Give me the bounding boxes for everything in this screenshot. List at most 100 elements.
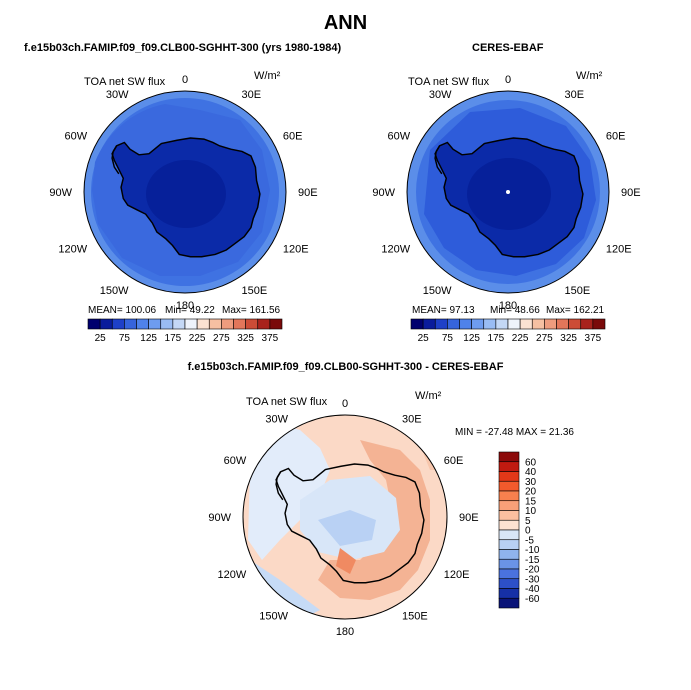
colorbar-tick-label: 0 [525, 526, 531, 537]
longitude-label: 60E [606, 131, 626, 143]
longitude-label: 150E [402, 611, 428, 623]
colorbar-tick-label: 375 [262, 333, 279, 344]
colorbar-tick-label: 275 [213, 333, 230, 344]
longitude-label: 120W [218, 569, 247, 581]
colorbar-swatch [257, 318, 271, 330]
colorbar-swatch [498, 529, 520, 541]
colorbar-model: 25 75 125 175 225 275 325 375 [87, 318, 283, 344]
colorbar-tick-label: 375 [585, 333, 602, 344]
longitude-label: 30E [565, 89, 585, 101]
longitude-label: 60E [283, 131, 303, 143]
longitude-label: 150E [565, 285, 591, 297]
colorbar-tick-label: -40 [525, 584, 540, 595]
longitude-label: 90E [459, 512, 479, 524]
colorbar-swatch [136, 318, 149, 330]
map-diff [242, 414, 448, 620]
colorbar-swatch [459, 318, 472, 330]
colorbar-swatch [498, 568, 520, 580]
colorbar-obs: 25 75 125 175 225 275 325 375 [410, 318, 606, 344]
panel-model-mean: MEAN= 100.06 [88, 305, 157, 316]
colorbar-swatch [208, 318, 222, 330]
figure-title: ANN [323, 12, 368, 34]
colorbar-swatch [172, 318, 186, 330]
panel-model-min: Min= 49.22 [165, 305, 215, 316]
colorbar-tick-label: 175 [488, 333, 505, 344]
colorbar-swatch [269, 318, 283, 330]
longitude-label: 150E [242, 285, 268, 297]
colorbar-swatch [498, 558, 520, 570]
colorbar-swatch [498, 461, 520, 472]
longitude-label: 60E [444, 455, 464, 467]
colorbar-swatch [498, 549, 520, 560]
colorbar-swatch [498, 451, 520, 463]
colorbar-swatch [531, 318, 545, 330]
colorbar-swatch [498, 510, 520, 521]
colorbar-swatch [495, 318, 509, 330]
longitude-label: 30W [106, 89, 129, 101]
panel-obs-heading: CERES-EBAF [472, 42, 544, 54]
longitude-label: 150W [100, 285, 129, 297]
colorbar-tick-label: -5 [525, 535, 534, 546]
colorbar-swatch [148, 318, 162, 330]
longitude-label: 150W [259, 611, 288, 623]
panel-obs-min: Min= 48.66 [490, 305, 540, 316]
colorbar-tick-label: -30 [525, 574, 540, 585]
colorbar-tick-label: -20 [525, 565, 540, 576]
colorbar-swatch [434, 318, 448, 330]
longitude-label: 120E [606, 244, 632, 256]
colorbar-tick-label: 125 [463, 333, 480, 344]
colorbar-swatch [184, 318, 198, 330]
longitude-label: 120W [381, 244, 410, 256]
colorbar-swatch [233, 318, 246, 330]
colorbar-swatch [519, 318, 533, 330]
map-obs [406, 90, 610, 294]
colorbar-tick-label: 15 [525, 496, 537, 507]
map-model [83, 90, 287, 294]
colorbar-swatch [498, 597, 520, 609]
colorbar-tick-label: 20 [525, 487, 537, 498]
longitude-label: 60W [224, 455, 247, 467]
colorbar-tick-label: 60 [525, 457, 537, 468]
colorbar-swatch [580, 318, 594, 330]
panel-model-heading: f.e15b03ch.FAMIP.f09_f09.CLB00-SGHHT-300… [24, 42, 342, 54]
colorbar-tick-label: 225 [512, 333, 529, 344]
colorbar-tick-label: 25 [418, 333, 430, 344]
colorbar-swatch [498, 490, 520, 502]
colorbar-tick-label: -10 [525, 545, 540, 556]
longitude-label: 30E [242, 89, 262, 101]
longitude-label: 0 [342, 398, 348, 410]
longitude-label: 90W [208, 512, 231, 524]
colorbar-tick-label: 5 [525, 516, 531, 527]
colorbar-swatch [498, 588, 520, 599]
colorbar-swatch [544, 318, 557, 330]
panel-diff-heading: f.e15b03ch.FAMIP.f09_f09.CLB00-SGHHT-300… [187, 361, 504, 373]
longitude-label: 90E [621, 187, 641, 199]
colorbar-tick-label: 275 [536, 333, 553, 344]
longitude-label: 0 [505, 74, 511, 86]
colorbar-tick-label: 225 [189, 333, 206, 344]
longitude-label: 0 [182, 74, 188, 86]
colorbar-swatch [498, 578, 520, 589]
longitude-label: 30E [402, 413, 422, 425]
colorbar-swatch [99, 318, 113, 330]
longitude-label: 150W [423, 285, 452, 297]
colorbar-swatch [498, 500, 520, 511]
colorbar-tick-label: 175 [165, 333, 182, 344]
colorbar-tick-label: 75 [442, 333, 454, 344]
colorbar-swatch [410, 318, 424, 330]
longitude-label: 120W [58, 244, 87, 256]
longitude-label: 90E [298, 187, 318, 199]
longitude-label: 30W [265, 413, 288, 425]
colorbar-swatch [498, 480, 520, 492]
colorbar-swatch [87, 318, 101, 330]
colorbar-swatch [245, 318, 259, 330]
colorbar-swatch [483, 318, 497, 330]
colorbar-tick-label: 25 [95, 333, 107, 344]
panel-diff-minmax: MIN = -27.48 MAX = 21.36 [455, 427, 574, 438]
colorbar-tick-label: 325 [560, 333, 577, 344]
longitude-label: 180 [176, 300, 194, 312]
colorbar-tick-label: -60 [525, 594, 540, 605]
colorbar-swatch [498, 539, 520, 550]
panel-obs-mean: MEAN= 97.13 [412, 305, 475, 316]
